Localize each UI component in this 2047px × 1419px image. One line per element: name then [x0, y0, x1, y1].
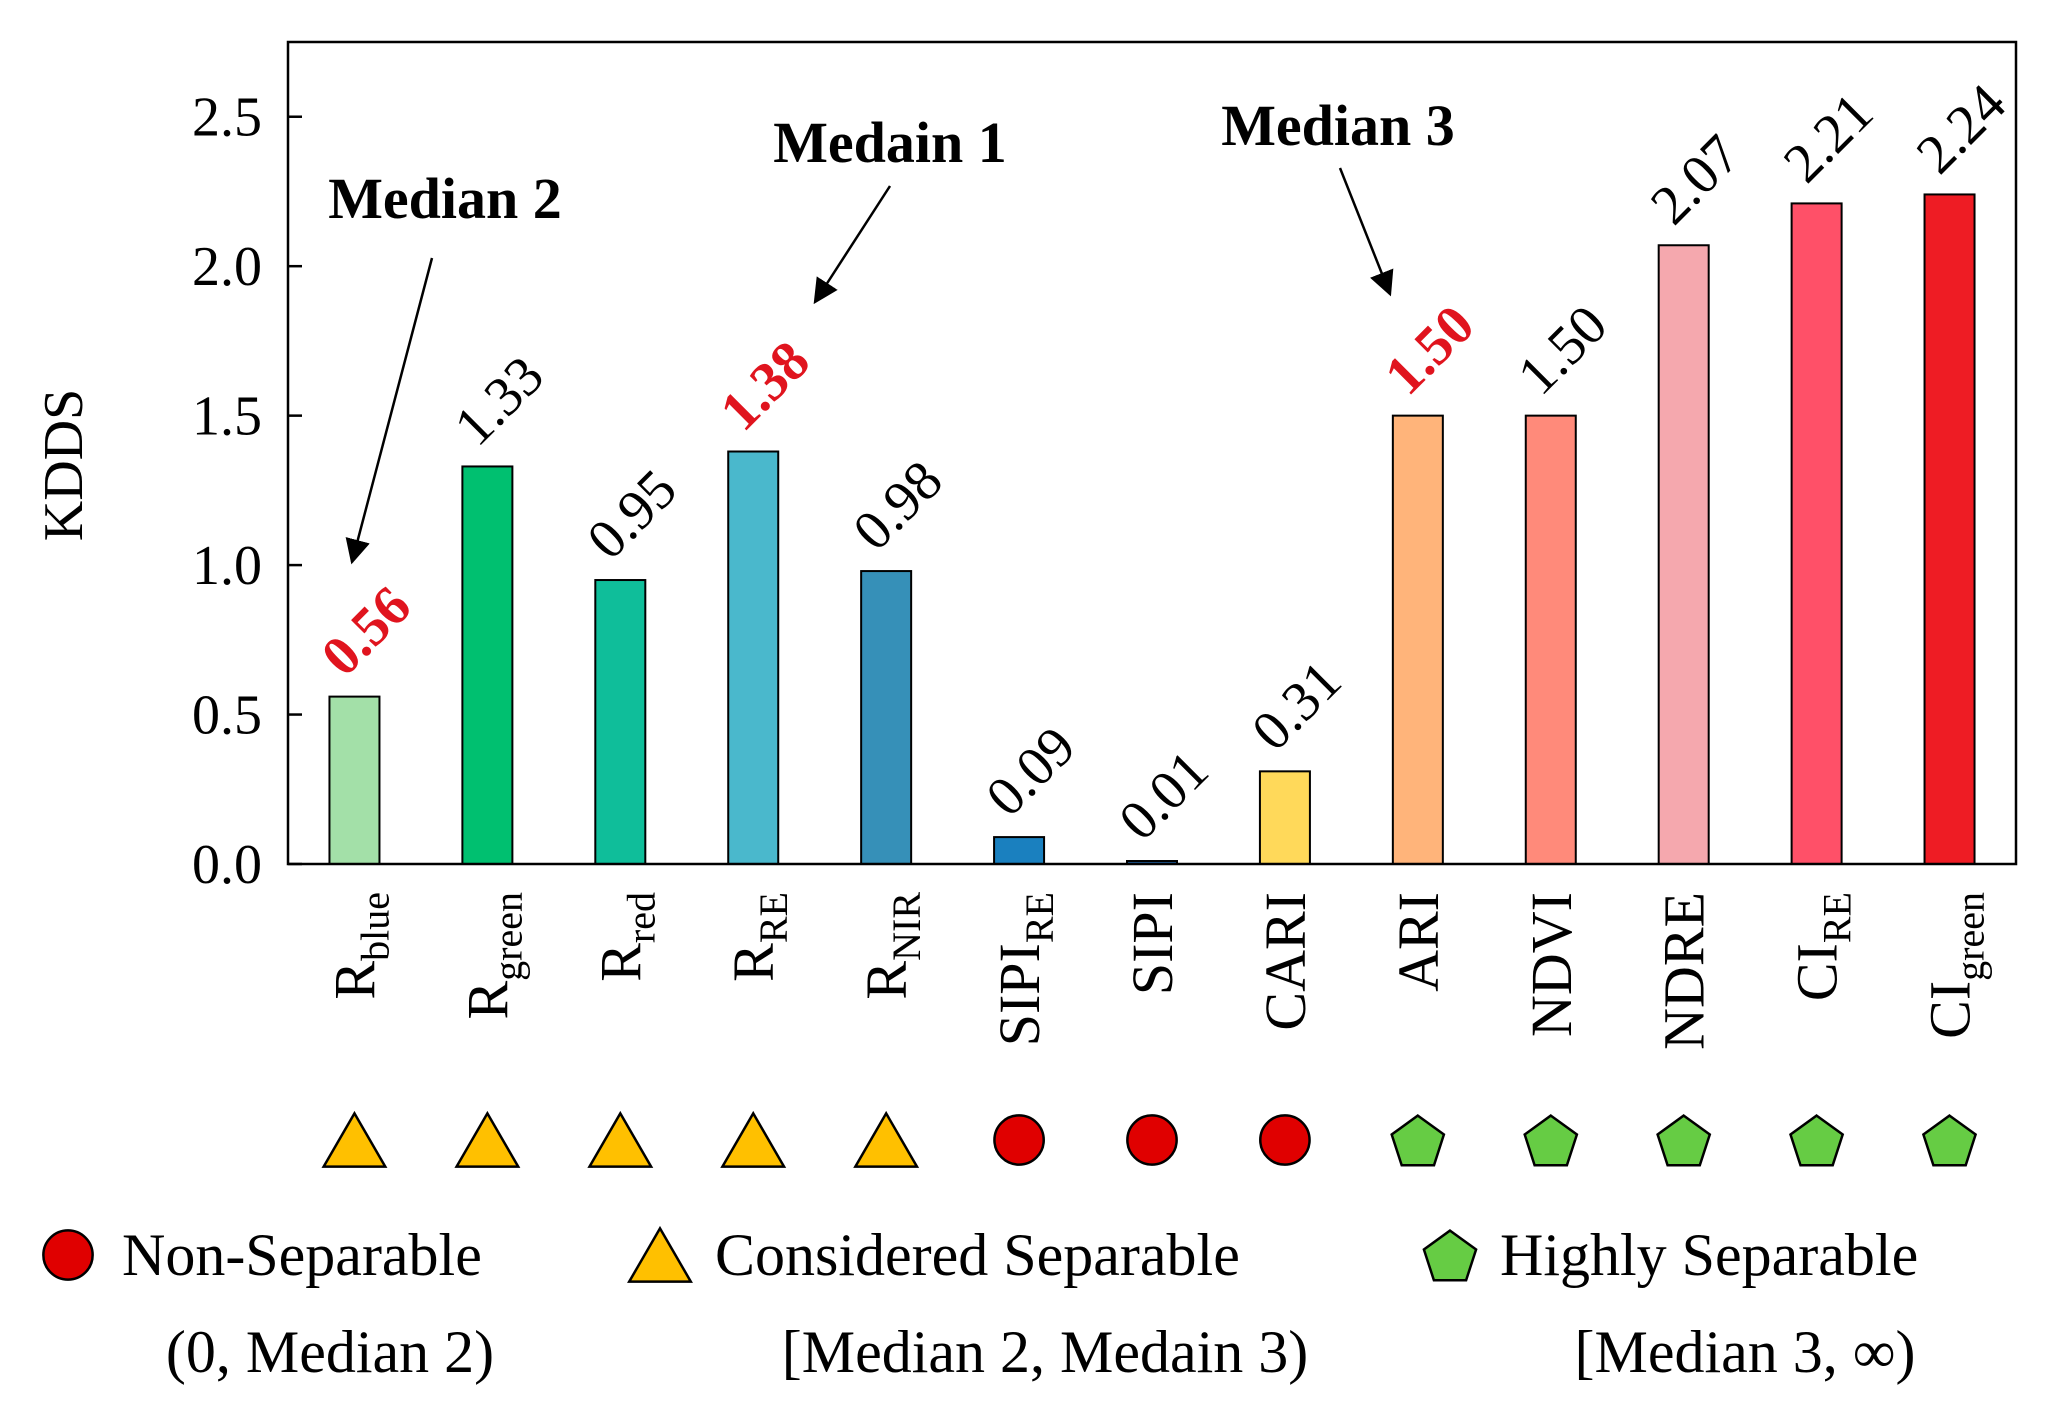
class-marker-triangle	[587, 1110, 654, 1168]
legend-label: Considered Separable	[715, 1222, 1240, 1288]
x-tick-label: Rred	[588, 892, 663, 982]
bar	[461, 465, 514, 865]
legend-label: Non-Separable	[122, 1222, 482, 1288]
class-marker-pentagon	[1921, 1114, 1978, 1167]
x-tick-label: CARI	[1253, 892, 1318, 1031]
annotation-label: Median 3	[1221, 93, 1455, 158]
annotation-arrow	[813, 185, 892, 305]
annotation-arrow	[1338, 167, 1394, 297]
legend-range: (0, Median 2)	[166, 1319, 494, 1385]
legend-marker-triangle	[627, 1225, 693, 1283]
bar	[328, 695, 381, 865]
x-tick-label: SIPIRE	[987, 892, 1062, 1046]
x-tick-label: RNIR	[854, 892, 929, 1000]
x-tick-label: CIRE	[1785, 892, 1860, 1001]
class-marker-pentagon	[1523, 1114, 1579, 1167]
x-tick-label: CIgreen	[1918, 892, 1993, 1039]
x-tick-label: Rgreen	[455, 892, 530, 1020]
bar	[1657, 244, 1710, 865]
annotation-label: Median 2	[328, 166, 562, 231]
x-tick-label: NDVI	[1519, 892, 1584, 1037]
x-tick-label: SIPI	[1120, 892, 1185, 995]
class-marker-circle	[993, 1114, 1045, 1166]
y-tick-label: 1.5	[192, 386, 262, 448]
y-tick-label: 2.5	[192, 87, 262, 149]
bar	[1790, 202, 1843, 866]
annotation-label: Medain 1	[773, 110, 1007, 175]
class-marker-triangle	[720, 1110, 787, 1168]
class-marker-pentagon	[1789, 1114, 1845, 1167]
bar	[727, 450, 780, 865]
legend-range: [Median 3, ∞)	[1574, 1319, 1915, 1385]
bar	[860, 570, 913, 865]
class-marker-circle	[1259, 1114, 1311, 1166]
legend-range: [Median 2, Medain 3)	[782, 1319, 1309, 1385]
legend-marker-pentagon	[1422, 1229, 1478, 1282]
class-marker-pentagon	[1656, 1114, 1712, 1167]
class-marker-circle	[1126, 1114, 1178, 1166]
y-tick-label: 2.0	[192, 236, 262, 298]
bar	[1258, 770, 1311, 866]
plot-frame	[286, 40, 2018, 866]
y-tick-label: 1.0	[192, 535, 262, 597]
y-tick-label: 0.5	[192, 685, 262, 747]
y-tick-label: 0.0	[192, 834, 262, 896]
bar	[1391, 414, 1444, 865]
class-marker-triangle	[454, 1110, 521, 1168]
y-axis-label: KDDS	[33, 389, 95, 541]
x-tick-label: ARI	[1386, 892, 1451, 992]
class-marker-triangle	[853, 1110, 920, 1168]
bar	[1524, 414, 1577, 865]
bar	[594, 579, 647, 865]
bar	[993, 836, 1046, 866]
annotation-arrow	[345, 257, 434, 565]
class-marker-triangle	[321, 1110, 388, 1168]
bar	[1923, 193, 1976, 865]
x-tick-label: Rblue	[322, 892, 397, 1000]
legend-marker-circle	[42, 1229, 94, 1281]
legend-label: Highly Separable	[1500, 1222, 1918, 1288]
x-tick-label: RRE	[721, 892, 796, 982]
class-marker-pentagon	[1390, 1114, 1446, 1167]
x-tick-label: NDRE	[1652, 892, 1717, 1050]
